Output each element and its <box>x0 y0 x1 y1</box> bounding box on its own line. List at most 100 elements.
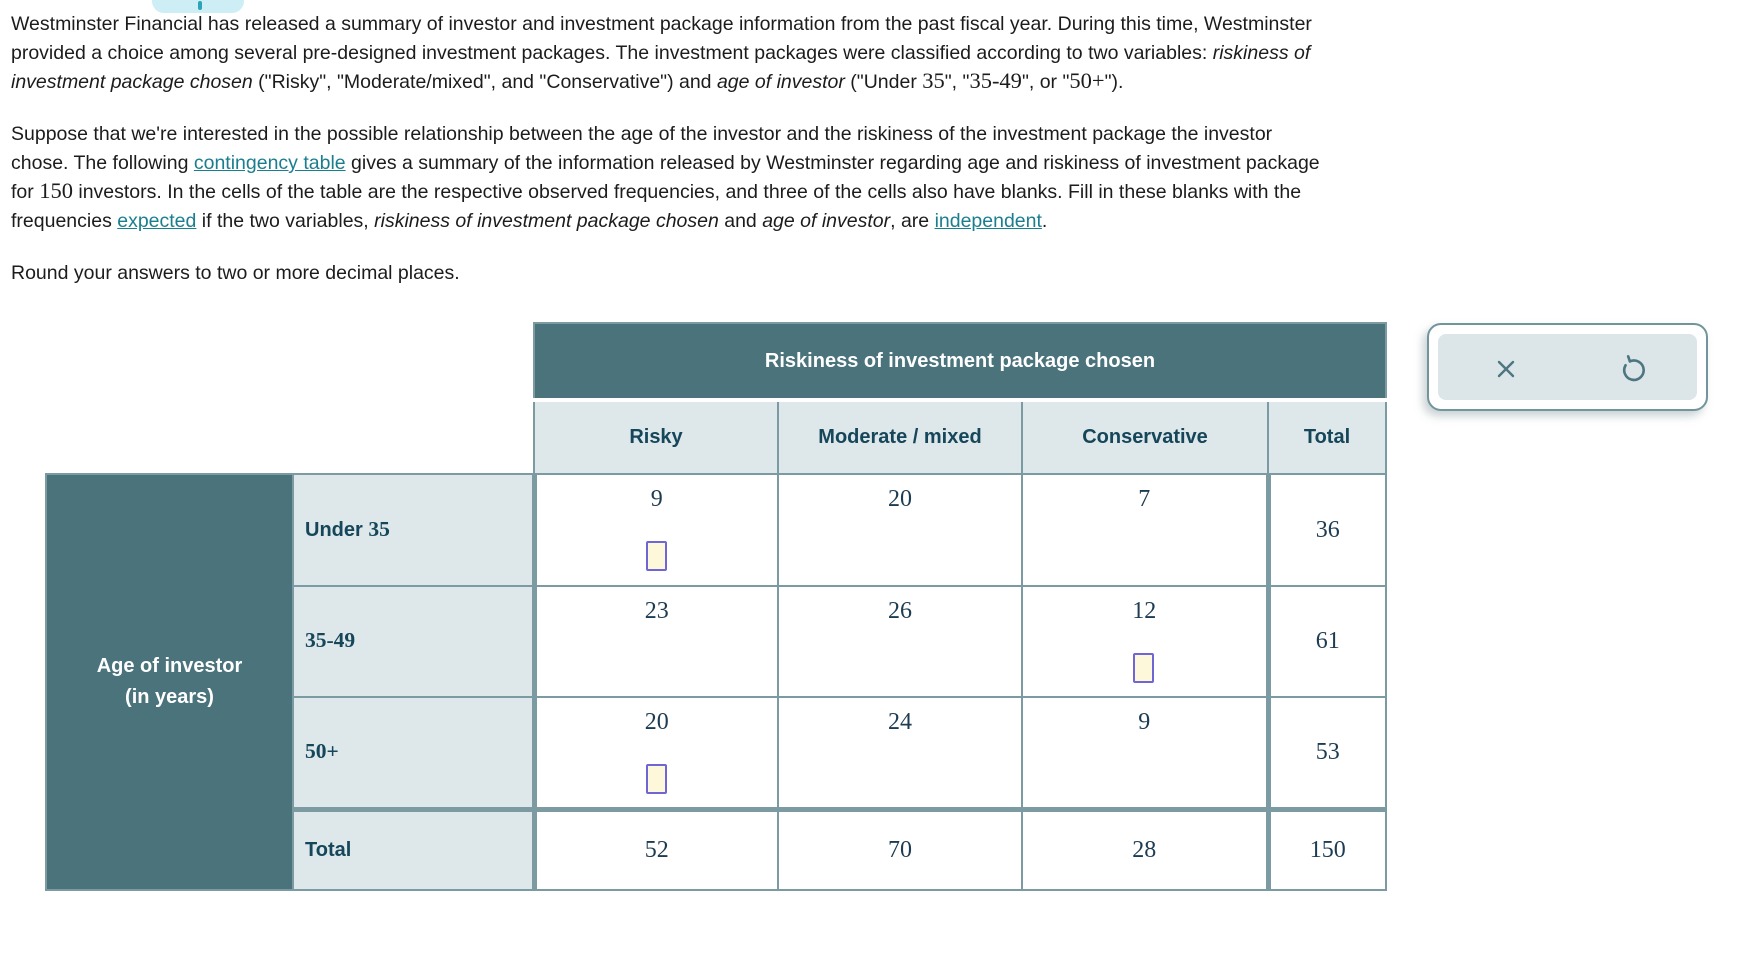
column-header-risky: Risky <box>533 399 779 475</box>
row-label-text: Total <box>305 838 352 861</box>
question-text: Westminster Financial has released a sum… <box>11 10 1727 311</box>
row-label-text: Under <box>305 518 369 541</box>
text-run: and <box>718 210 763 232</box>
text-run: ", or " <box>1021 71 1070 93</box>
text-line: for 150 investors. In the cells of the t… <box>11 178 1727 207</box>
row-group-header-line1: Age of investor <box>96 655 243 677</box>
cell-50plus-conservative: 9 <box>1021 696 1269 810</box>
answer-controls-panel <box>1427 323 1708 411</box>
cell-total-moderate: 70 <box>777 806 1023 891</box>
text-run: "). <box>1104 71 1124 93</box>
row-total: 53 <box>1315 738 1340 765</box>
observed-frequency: 20 <box>888 486 912 512</box>
table-corner-spacer <box>46 323 534 400</box>
column-group-header: Riskiness of investment package chosen <box>533 322 1387 402</box>
text-run: gives a summary of the information relea… <box>345 152 1320 174</box>
contingency-table: Riskiness of investment package chosen R… <box>45 322 1387 891</box>
text-run: riskiness of <box>1212 42 1311 64</box>
cell-under35-moderate: 20 <box>777 473 1023 587</box>
expected-link[interactable]: expected <box>117 210 197 232</box>
grand-total: 150 <box>1309 836 1346 863</box>
text-line: Westminster Financial has released a sum… <box>11 10 1727 39</box>
observed-frequency: 23 <box>644 598 669 624</box>
rounding-instruction: Round your answers to two or more decima… <box>11 262 460 284</box>
row-group-header-line2: (in years) <box>125 686 214 708</box>
row-group-header: Age of investor (in years) <box>45 473 294 891</box>
text-run: Suppose that we're interested in the pos… <box>11 123 1273 145</box>
cut-off-toolbar-fragment <box>152 0 244 13</box>
intro-paragraph-2: Suppose that we're interested in the pos… <box>11 120 1727 236</box>
observed-frequency: 26 <box>888 598 912 624</box>
text-run: Westminster Financial has released a sum… <box>11 13 1312 35</box>
text-line: investment package chosen ("Risky", "Mod… <box>11 68 1727 97</box>
expected-frequency-input-under35-risky[interactable] <box>645 541 667 571</box>
cell-3549-risky: 23 <box>531 585 779 698</box>
row-label-number: 35-49 <box>305 628 356 652</box>
clear-button[interactable] <box>1486 349 1526 389</box>
column-header-conservative: Conservative <box>1021 399 1269 475</box>
undo-button[interactable] <box>1614 349 1654 389</box>
cell-under35-total: 36 <box>1265 473 1387 587</box>
text-run: investment package chosen <box>11 71 253 93</box>
text-line: provided a choice among several pre-desi… <box>11 39 1727 68</box>
text-line: frequencies expected if the two variable… <box>11 207 1727 236</box>
row-label-number: 35 <box>368 516 390 541</box>
cell-total-risky: 52 <box>531 806 779 891</box>
cell-3549-total: 61 <box>1265 585 1387 698</box>
observed-frequency: 12 <box>1132 598 1157 624</box>
text-run: ("Risky", "Moderate/mixed", and "Conserv… <box>252 71 717 93</box>
cell-total-conservative: 28 <box>1021 806 1269 891</box>
observed-frequency: 24 <box>888 709 912 735</box>
text-run: if the two variables, <box>196 210 375 232</box>
text-run: . <box>1041 210 1048 232</box>
text-run: frequencies <box>11 210 118 232</box>
text-run: ("Under <box>844 71 923 93</box>
text-run: for <box>11 181 40 203</box>
x-icon <box>1497 360 1515 378</box>
text-run: 150 <box>39 178 73 203</box>
independent-link[interactable]: independent <box>934 210 1042 232</box>
text-run: investors. In the cells of the table are… <box>72 181 1302 203</box>
cell-grand-total: 150 <box>1265 806 1387 891</box>
column-header-moderate: Moderate / mixed <box>777 399 1023 475</box>
cell-under35-risky: 9 <box>531 473 779 587</box>
expected-frequency-input-3549-conservative[interactable] <box>1133 653 1155 683</box>
expected-frequency-input-50plus-risky[interactable] <box>645 764 667 794</box>
table-corner-spacer <box>46 400 534 474</box>
column-total: 28 <box>1132 836 1157 863</box>
contingency-table-link[interactable]: contingency table <box>193 152 346 174</box>
observed-frequency: 7 <box>1138 486 1151 512</box>
cell-under35-conservative: 7 <box>1021 473 1269 587</box>
text-run: 35-49 <box>969 68 1022 93</box>
text-run: age of investor <box>762 210 891 232</box>
undo-icon <box>1622 355 1645 382</box>
row-total: 61 <box>1315 628 1340 654</box>
intro-paragraph-1: Westminster Financial has released a sum… <box>11 10 1727 97</box>
answer-controls-inner <box>1438 334 1697 400</box>
row-label-50plus: 50+ <box>292 696 535 810</box>
text-line: chose. The following contingency table g… <box>11 149 1727 178</box>
text-run: ", " <box>944 71 970 93</box>
column-header-total: Total <box>1267 399 1387 475</box>
toolbar-fragment-glyph <box>198 1 202 10</box>
row-label-number: 50+ <box>305 738 339 763</box>
text-run: provided a choice among several pre-desi… <box>11 42 1213 64</box>
text-run: riskiness of investment package chosen <box>374 210 719 232</box>
text-run: 35 <box>922 68 945 93</box>
text-run: , are <box>890 210 935 232</box>
text-run: 50+ <box>1069 68 1105 93</box>
row-label-total: Total <box>292 806 535 891</box>
observed-frequency: 9 <box>650 486 663 512</box>
column-total: 70 <box>888 836 912 863</box>
text-run: age of investor <box>716 71 845 93</box>
row-label-35-49: 35-49 <box>292 585 535 698</box>
cell-3549-moderate: 26 <box>777 585 1023 698</box>
cell-50plus-moderate: 24 <box>777 696 1023 810</box>
row-total: 36 <box>1315 516 1340 543</box>
text-line: Suppose that we're interested in the pos… <box>11 120 1727 149</box>
column-total: 52 <box>644 836 669 863</box>
cell-50plus-risky: 20 <box>531 696 779 810</box>
cell-50plus-total: 53 <box>1265 696 1387 810</box>
cell-3549-conservative: 12 <box>1021 585 1269 698</box>
observed-frequency: 20 <box>644 709 669 735</box>
